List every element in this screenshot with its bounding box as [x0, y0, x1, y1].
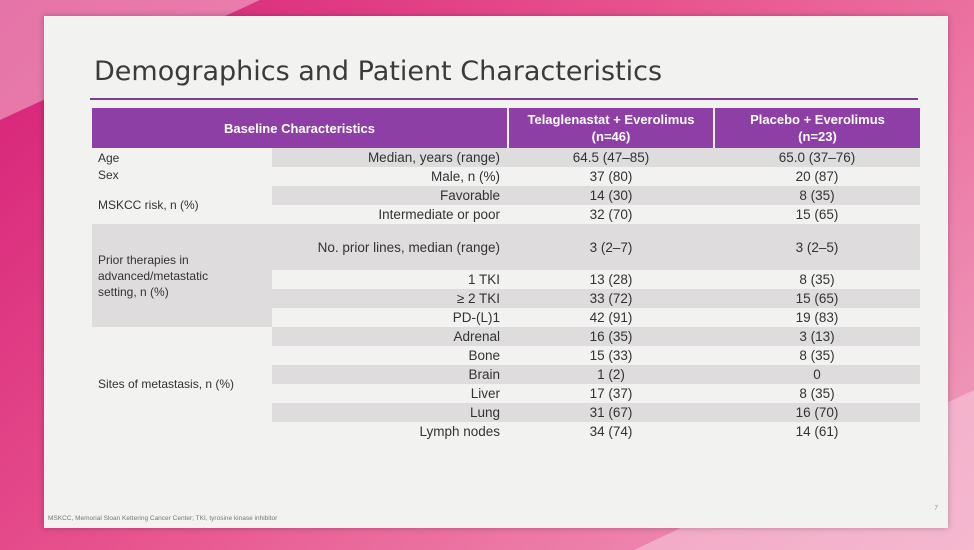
slide: Demographics and Patient Characteristics… [44, 16, 948, 528]
tela-value: 42 (91) [589, 310, 633, 325]
group-label-sites: Sites of metastasis, n (%) [98, 377, 235, 391]
table-row: Intermediate or poor 32 (70) 15 (65) [92, 205, 920, 224]
placebo-value: 8 (35) [799, 386, 835, 401]
group-label-mskcc: MSKCC risk, n (%) [98, 198, 199, 212]
row-label: Adrenal [272, 327, 508, 346]
row-label: 1 TKI [467, 272, 500, 287]
placebo-value: 14 (61) [795, 424, 839, 439]
table-row: PD-(L)1 42 (91) 19 (83) [92, 308, 920, 327]
tela-value: 15 (33) [589, 348, 633, 363]
placebo-value: 3 (2–5) [714, 224, 920, 270]
tela-value: 34 (74) [589, 424, 633, 439]
row-label: Favorable [272, 186, 508, 205]
row-label: Intermediate or poor [378, 207, 500, 222]
table-row: ≥ 2 TKI 33 (72) 15 (65) [92, 289, 920, 308]
row-label: No. prior lines, median (range) [272, 224, 508, 270]
placebo-value: 8 (35) [799, 272, 835, 287]
table-row: MSKCC risk, n (%) Favorable 14 (30) 8 (3… [92, 186, 920, 212]
table-row: Lung 31 (67) 16 (70) [92, 403, 920, 422]
row-label: Lung [272, 403, 508, 422]
header-placebo: Placebo + Everolimus (n=23) [713, 108, 920, 148]
tela-value: 17 (37) [589, 386, 633, 401]
placebo-value: 3 (13) [714, 327, 920, 346]
tela-value: 37 (80) [589, 169, 633, 184]
tela-value: 1 (2) [508, 365, 714, 384]
tela-value: 64.5 (47–85) [508, 148, 714, 167]
group-label-prior-line3: setting, n (%) [98, 284, 169, 299]
tela-value: 32 (70) [589, 207, 633, 222]
placebo-value: 19 (83) [795, 310, 839, 325]
tela-value: 3 (2–7) [508, 224, 714, 270]
placebo-value: 65.0 (37–76) [714, 148, 920, 167]
placebo-value: 15 (65) [714, 289, 920, 308]
placebo-value: 8 (35) [799, 348, 835, 363]
header-telaglenastat-n: (n=46) [591, 129, 631, 144]
group-label-sex: Sex [98, 168, 119, 182]
row-label: Brain [272, 365, 508, 384]
row-label: Median, years (range) [272, 148, 508, 167]
placebo-value: 8 (35) [714, 186, 920, 205]
header-placebo-name: Placebo + Everolimus [750, 112, 885, 127]
tela-value: 33 (72) [508, 289, 714, 308]
row-label: Liver [470, 386, 500, 401]
header-telaglenastat: Telaglenastat + Everolimus (n=46) [507, 108, 714, 148]
row-label: ≥ 2 TKI [272, 289, 508, 308]
tela-value: 31 (67) [508, 403, 714, 422]
slide-footnote: MSKCC, Memorial Sloan Kettering Cancer C… [48, 515, 278, 522]
placebo-value: 0 [714, 365, 920, 384]
slide-title: Demographics and Patient Characteristics [94, 56, 663, 87]
row-label: Male, n (%) [430, 169, 500, 184]
group-label-age: Age [98, 150, 120, 165]
header-telaglenastat-name: Telaglenastat + Everolimus [527, 112, 695, 127]
tela-value: 14 (30) [508, 186, 714, 205]
placebo-value: 20 (87) [795, 169, 839, 184]
table-row: Liver 17 (37) 8 (35) [92, 384, 920, 403]
tela-value: 16 (35) [508, 327, 714, 346]
header-baseline: Baseline Characteristics [92, 108, 508, 148]
group-label-prior-line2: advanced/metastatic [98, 268, 209, 283]
row-label: Lymph nodes [419, 424, 500, 439]
page-number: 7 [934, 505, 938, 512]
group-label-prior-therapies: Prior therapies in advanced/metastatic s… [92, 224, 272, 327]
row-label: PD-(L)1 [452, 310, 500, 325]
table-row: Sites of metastasis, n (%) Adrenal 16 (3… [92, 327, 920, 391]
characteristics-table: Baseline Characteristics Telaglenastat +… [92, 108, 920, 441]
tela-value: 13 (28) [589, 272, 633, 287]
group-label-prior-line1: Prior therapies in [98, 252, 189, 267]
placebo-value: 15 (65) [795, 207, 839, 222]
table-row: Brain 1 (2) 0 [92, 365, 920, 384]
title-rule [90, 98, 918, 100]
table-row: Bone 15 (33) 8 (35) [92, 346, 920, 365]
table-header-row: Baseline Characteristics Telaglenastat +… [92, 108, 920, 148]
header-placebo-n: (n=23) [798, 129, 837, 144]
placebo-value: 16 (70) [714, 403, 920, 422]
row-label: Bone [468, 348, 500, 363]
table-row: Age Median, years (range) 64.5 (47–85) 6… [92, 148, 920, 167]
table-row: Prior therapies in advanced/metastatic s… [92, 224, 920, 327]
table-row: Lymph nodes 34 (74) 14 (61) [92, 422, 920, 441]
table-row: Sex Male, n (%) 37 (80) 20 (87) [92, 167, 920, 186]
table-row: 1 TKI 13 (28) 8 (35) [92, 270, 920, 289]
